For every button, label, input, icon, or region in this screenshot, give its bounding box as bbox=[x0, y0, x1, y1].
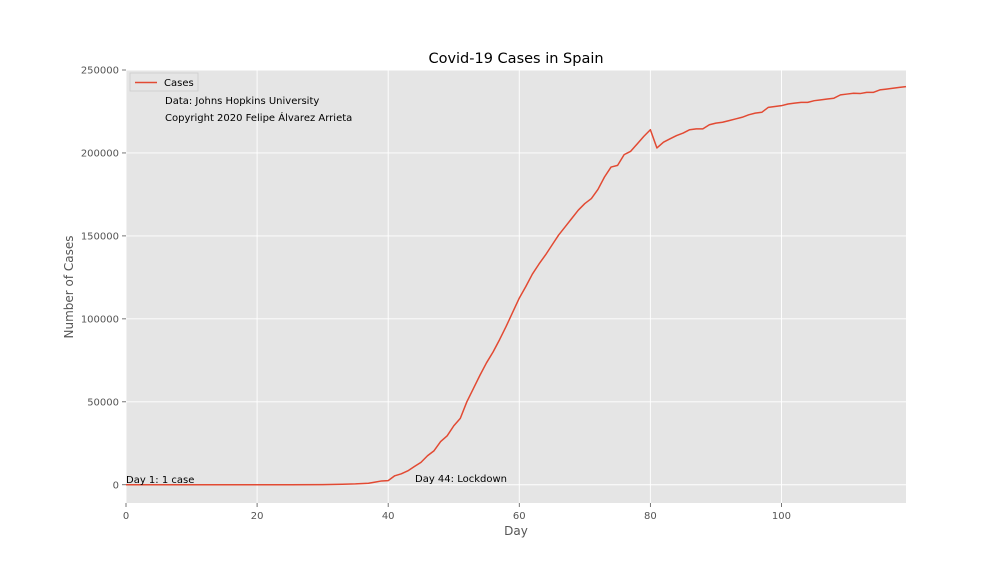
legend: Cases Data: Johns Hopkins University Cop… bbox=[129, 72, 352, 124]
x-tick-label: 20 bbox=[251, 511, 264, 522]
x-tick-label: 100 bbox=[772, 511, 791, 522]
y-tick-label: 250000 bbox=[81, 66, 119, 77]
legend-label-source: Data: Johns Hopkins University bbox=[165, 96, 319, 107]
y-tick-label: 0 bbox=[113, 480, 119, 491]
series-line-cases bbox=[126, 85, 907, 486]
x-tick-label: 80 bbox=[644, 511, 657, 522]
chart-title: Covid-19 Cases in Spain bbox=[428, 51, 603, 67]
y-tick-label: 100000 bbox=[81, 314, 119, 325]
plot-background bbox=[126, 70, 906, 503]
y-axis-ticks: 0 50000 100000 150000 200000 250000 bbox=[81, 66, 126, 491]
y-axis-title: Number of Cases bbox=[62, 235, 76, 338]
annotation-day44: Day 44: Lockdown bbox=[415, 474, 507, 485]
x-tick-label: 40 bbox=[382, 511, 395, 522]
x-axis-title: Day bbox=[504, 524, 528, 538]
x-tick-label: 60 bbox=[513, 511, 526, 522]
annotation-day1: Day 1: 1 case bbox=[126, 475, 194, 486]
legend-box bbox=[129, 72, 199, 92]
y-tick-label: 150000 bbox=[81, 231, 119, 242]
y-tick-label: 200000 bbox=[81, 148, 119, 159]
x-tick-label: 0 bbox=[123, 511, 129, 522]
legend-label-cases: Cases bbox=[164, 78, 194, 89]
legend-label-copyright: Copyright 2020 Felipe Álvarez Arrieta bbox=[165, 111, 352, 124]
x-axis-ticks: 0 20 40 60 80 100 bbox=[123, 503, 791, 522]
series-lines bbox=[126, 85, 907, 486]
y-tick-label: 50000 bbox=[87, 397, 119, 408]
